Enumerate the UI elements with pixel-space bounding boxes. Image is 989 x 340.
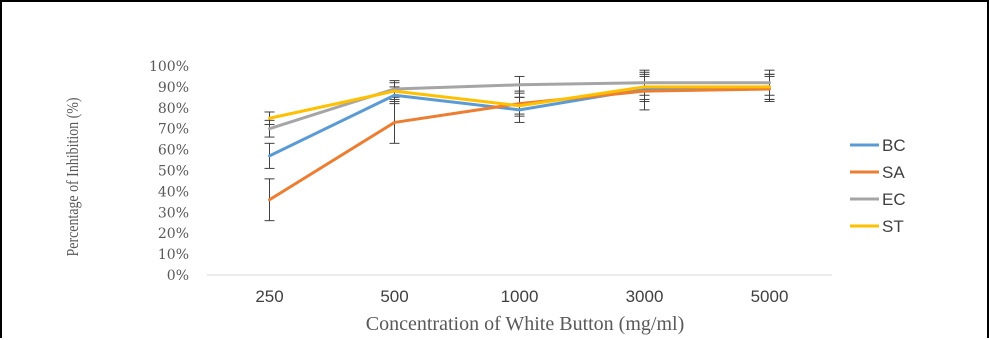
series-line-ec: [268, 81, 771, 131]
y-tick-label: 60%: [158, 143, 189, 159]
legend-label: ST: [882, 217, 904, 236]
y-tick-label: 40%: [158, 184, 189, 200]
series-line-st: [268, 85, 771, 120]
legend: BC SA EC ST: [850, 136, 906, 236]
x-axis-ticks: 250 500 1000 3000 5000: [255, 287, 788, 306]
x-axis-title: Concentration of White Button (mg/ml): [366, 313, 684, 335]
y-tick-label: 90%: [158, 80, 189, 96]
error-bars: [264, 69, 775, 222]
y-tick-label: 100%: [149, 59, 189, 75]
legend-label: EC: [882, 190, 906, 209]
x-tick-label: 250: [255, 287, 283, 306]
x-tick-label: 1000: [501, 287, 539, 306]
y-tick-label: 30%: [158, 205, 189, 221]
y-axis-ticks: 0% 10% 20% 30% 40% 50% 60% 70% 80% 90% 100%: [149, 59, 189, 284]
y-tick-label: 20%: [158, 226, 189, 242]
y-axis-title: Percentage of Inhibition (%): [64, 98, 83, 257]
y-tick-label: 50%: [158, 164, 189, 180]
x-tick-label: 500: [380, 287, 408, 306]
y-tick-label: 0%: [167, 268, 189, 284]
y-tick-label: 10%: [158, 247, 189, 263]
y-tick-label: 70%: [158, 122, 189, 138]
series-lines: [268, 81, 771, 202]
series-line-sa: [268, 87, 771, 202]
x-tick-label: 3000: [626, 287, 664, 306]
legend-label: SA: [882, 163, 905, 182]
y-tick-label: 80%: [158, 101, 189, 117]
legend-label: BC: [882, 136, 906, 155]
x-tick-label: 5000: [751, 287, 789, 306]
